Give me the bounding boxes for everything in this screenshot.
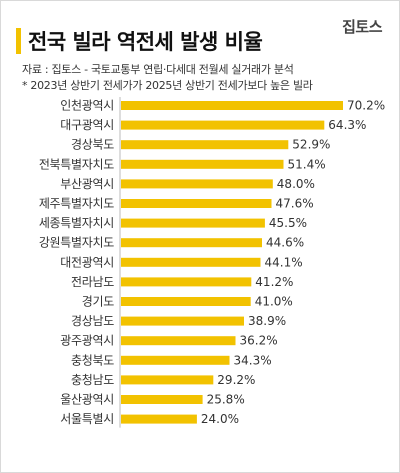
value-label: 52.9% [292,138,330,152]
category-label: 인천광역시 [60,98,114,113]
bar [121,120,325,130]
value-label: 36.2% [240,334,278,348]
category-label: 부산광역시 [60,177,114,191]
category-label: 전북특별자치도 [39,157,114,171]
value-label: 38.9% [248,314,286,328]
bar [121,257,261,267]
bar [121,355,230,365]
category-label: 울산광역시 [60,393,114,407]
value-label: 64.3% [328,118,366,132]
bar [121,277,252,287]
bar [121,297,251,306]
bar [121,414,197,424]
bar [121,199,272,208]
bar [121,140,289,150]
footnote-text: * 2023년 상반기 전세가가 2025년 상반기 전세가보다 높은 빌라 [22,79,313,92]
value-label: 29.2% [217,373,255,387]
bar [121,375,214,385]
category-label: 충청북도 [71,353,114,367]
category-label: 세종특별자치시 [39,216,114,230]
brand-logo: 집토스 [342,18,382,36]
bar [121,101,343,110]
bar [121,159,284,169]
category-label: 광주광역시 [60,334,114,348]
bar [121,238,262,248]
value-label: 70.2% [347,99,385,113]
value-label: 24.0% [201,412,239,426]
source-text: 자료 : 집토스 - 국토교통부 연립·다세대 전월세 실거래가 분석 [22,63,294,76]
category-label: 경상북도 [71,138,114,152]
title-accent-bar [16,28,21,54]
chart-title: 전국 빌라 역전세 발생 비율 [28,30,263,54]
value-label: 45.5% [269,216,307,230]
value-label: 34.3% [234,353,272,367]
value-label: 41.0% [255,295,293,309]
value-label: 44.1% [265,255,303,269]
category-label: 충청남도 [71,373,114,387]
category-label: 경상남도 [71,314,114,328]
value-label: 44.6% [266,236,304,250]
value-label: 48.0% [277,177,315,191]
category-label: 서울특별시 [60,412,114,426]
bar [121,316,244,326]
category-label: 대구광역시 [60,118,114,132]
bar [121,336,236,346]
value-label: 51.4% [288,157,326,171]
category-label: 제주특별자치도 [39,197,114,211]
value-label: 41.2% [255,275,293,289]
category-label: 대전광역시 [60,255,114,269]
category-label: 경기도 [82,295,114,309]
bar [121,218,265,228]
category-label: 강원특별자치도 [39,236,114,250]
value-label: 47.6% [276,197,314,211]
category-label: 전라남도 [71,275,114,289]
bar [121,179,273,189]
bar [121,395,203,404]
value-label: 25.8% [207,393,245,407]
